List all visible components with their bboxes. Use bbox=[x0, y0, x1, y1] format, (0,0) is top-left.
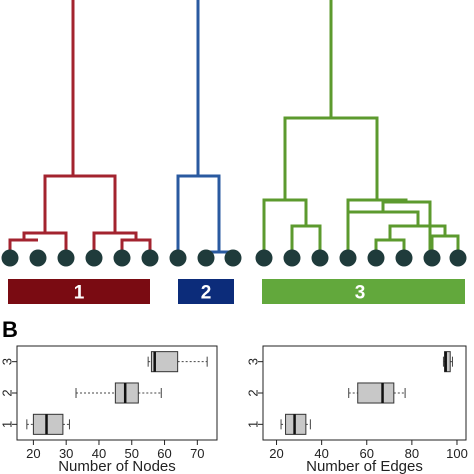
cluster-label: 3 bbox=[355, 283, 366, 304]
box bbox=[114, 382, 139, 404]
dendrogram-link bbox=[43, 174, 117, 233]
leaf-node bbox=[1, 249, 19, 267]
dendrogram: 1 2 3 bbox=[1, 0, 467, 304]
box bbox=[150, 351, 179, 373]
x-tick-label: 20 bbox=[269, 446, 283, 461]
leaf-node bbox=[197, 249, 215, 267]
dendrogram-link bbox=[388, 224, 447, 240]
leaf-node bbox=[57, 249, 75, 267]
cluster-label: 2 bbox=[201, 283, 212, 304]
box bbox=[357, 382, 395, 404]
x-tick-label: 60 bbox=[157, 446, 171, 461]
x-tick-label: 30 bbox=[59, 446, 73, 461]
cluster-bar bbox=[8, 279, 150, 304]
leaf-node bbox=[423, 249, 441, 267]
x-tick-label: 100 bbox=[446, 446, 468, 461]
leaf-node bbox=[367, 249, 385, 267]
x-tick-label: 80 bbox=[405, 446, 419, 461]
leaf-node bbox=[449, 249, 467, 267]
boxplot-nodes: 20 30 40 50 60 70 1 2 3 Number of Nodes bbox=[0, 345, 218, 474]
x-tick-label: 70 bbox=[190, 446, 204, 461]
x-axis-title: Number of Edges bbox=[306, 458, 423, 474]
cluster-bar bbox=[262, 279, 465, 304]
x-tick-label: 40 bbox=[314, 446, 328, 461]
y-tick-label: 1 bbox=[245, 421, 260, 428]
box bbox=[32, 413, 64, 435]
y-tick-label: 2 bbox=[0, 389, 14, 396]
leaf-node bbox=[283, 249, 301, 267]
x-axis-title: Number of Nodes bbox=[58, 458, 176, 474]
leaf-node bbox=[311, 249, 329, 267]
leaf-node bbox=[141, 249, 159, 267]
leaf-node bbox=[29, 249, 47, 267]
leaf-node bbox=[339, 249, 357, 267]
dendrogram-link bbox=[176, 174, 221, 258]
x-tick-label: 40 bbox=[92, 446, 106, 461]
leaf-node bbox=[169, 249, 187, 267]
cluster-bar bbox=[178, 279, 234, 304]
leaf-node bbox=[85, 249, 103, 267]
dendrogram-link bbox=[262, 198, 308, 258]
x-tick-label: 60 bbox=[360, 446, 374, 461]
panel-b-letter: B bbox=[2, 317, 18, 342]
leaf-node bbox=[113, 249, 131, 267]
dendrogram-link bbox=[283, 116, 379, 200]
leaf-node bbox=[255, 249, 273, 267]
leaf-node bbox=[395, 249, 413, 267]
y-tick-label: 3 bbox=[0, 358, 14, 365]
leaf-node bbox=[224, 249, 242, 267]
cluster-label: 1 bbox=[74, 283, 85, 304]
x-tick-label: 20 bbox=[26, 446, 40, 461]
x-tick-label: 50 bbox=[125, 446, 139, 461]
y-tick-label: 3 bbox=[245, 358, 260, 365]
y-tick-label: 2 bbox=[245, 389, 260, 396]
boxplot-edges: 20 40 60 80 100 1 2 3 Number of Edges bbox=[245, 345, 468, 474]
y-tick-label: 1 bbox=[0, 421, 14, 428]
